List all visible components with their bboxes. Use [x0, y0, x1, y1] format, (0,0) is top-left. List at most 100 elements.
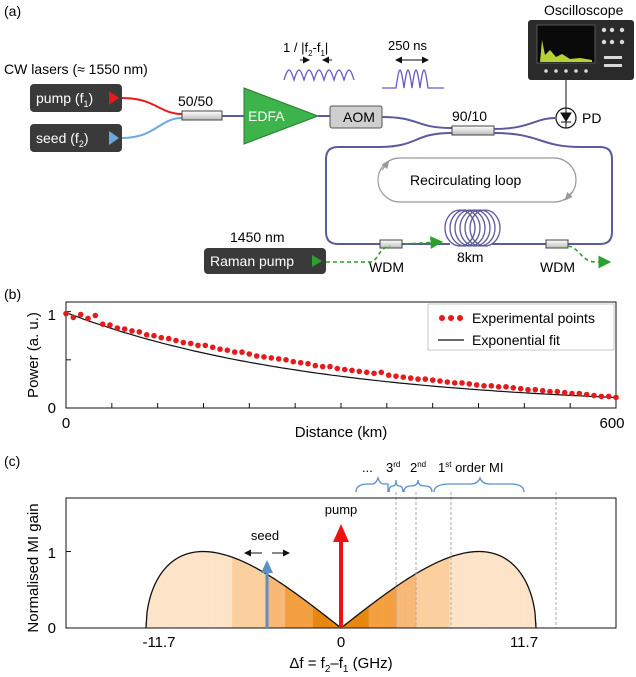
gain-band-slice: [257, 568, 261, 629]
plot-c-xtick-right: 11.7: [510, 634, 538, 651]
coupler-9010: [451, 125, 495, 136]
experimental-point: [319, 363, 326, 370]
gain-band-slice: [432, 562, 436, 629]
experimental-point: [378, 369, 385, 376]
experimental-point: [209, 344, 216, 351]
gain-band-slice: [388, 589, 392, 629]
gain-band-slice: [429, 564, 434, 629]
gain-band-slice: [207, 551, 211, 629]
gain-band-slice: [507, 560, 512, 629]
plot-b-xtick-1: 600: [599, 415, 624, 432]
loop-arrow-bottom: [564, 191, 573, 201]
gain-band-slice: [209, 551, 214, 629]
gain-band-slice: [290, 589, 294, 629]
experimental-point: [407, 375, 414, 381]
experimental-point: [312, 362, 319, 369]
order-dots-label: ...: [362, 460, 373, 475]
gain-band-slice: [421, 568, 425, 629]
experimental-point: [129, 328, 135, 334]
pulse-waveform: [382, 68, 444, 89]
raman-exit-path: [567, 245, 612, 269]
gain-band-slice: [260, 569, 264, 629]
order-3-label: 3rd: [386, 460, 400, 475]
experimental-point: [261, 354, 267, 360]
gain-band-slice: [382, 593, 386, 629]
experimental-point: [180, 339, 187, 346]
gain-band-slice: [455, 554, 459, 629]
bracket-order-1: [433, 475, 525, 493]
plot-b-legend: Experimental points Exponential fit: [427, 303, 615, 351]
gain-band-slice: [471, 551, 475, 629]
legend-box: [427, 303, 615, 351]
experimental-point: [569, 390, 575, 397]
raman-arrow-icon: [312, 255, 322, 267]
bracket-order-2: [403, 479, 433, 493]
pump-fiber: [121, 97, 183, 115]
gain-band-slice: [271, 576, 275, 629]
panel-b-label: (b): [4, 286, 21, 302]
experimental-point: [583, 391, 590, 398]
plot-b-xlabel: Distance (km): [295, 424, 388, 441]
cw-lasers-label: CW lasers (≈ 1550 nm): [4, 61, 148, 77]
experimental-point: [268, 355, 275, 361]
panel-a: (a) CW lasers (≈ 1550 nm) pump (f1) seed…: [4, 2, 634, 275]
gain-band-slice: [296, 593, 300, 629]
gain-band-slice: [371, 601, 375, 629]
gain-band-slice: [304, 599, 308, 629]
experimental-point: [224, 347, 231, 354]
gain-band-slice: [374, 599, 378, 629]
fiber-to-pd: [493, 117, 556, 130]
experimental-point: [187, 340, 194, 347]
gain-band-slice: [427, 565, 431, 629]
plot-c-xtick-left: -11.7: [142, 634, 175, 651]
gain-band-slice: [399, 581, 403, 629]
beat-signal-waveform: [283, 69, 355, 83]
pump-label: pump: [325, 502, 358, 517]
gain-band-slice: [168, 562, 172, 629]
coupler-9010-label: 90/10: [452, 108, 487, 124]
gain-band-slice: [496, 554, 500, 629]
oscilloscope-label: Oscilloscope: [544, 2, 624, 18]
experimental-point: [121, 326, 128, 332]
gain-band-slice: [215, 552, 219, 629]
gain-band-slice: [218, 552, 222, 629]
oscilloscope-knobs: [544, 27, 625, 73]
experimental-point: [77, 311, 84, 318]
gain-band-slice: [223, 554, 227, 629]
gain-band-slice: [438, 560, 442, 629]
gain-band-slice: [482, 551, 487, 629]
order-2-label: 2nd: [410, 460, 426, 475]
loop-outline: [377, 157, 577, 203]
plot-b-xtick-0: 0: [62, 415, 70, 432]
gain-band-slice: [390, 587, 395, 629]
experimental-point: [334, 365, 341, 372]
experimental-point: [400, 374, 407, 381]
plot-b-ylabel: Power (a. u.): [25, 312, 42, 398]
legend-dot-2: [448, 315, 454, 321]
gain-band-slice: [159, 570, 163, 629]
mi-gain-bands: [145, 551, 537, 629]
experimental-point: [107, 322, 113, 328]
experimental-point: [525, 386, 531, 393]
experimental-point: [305, 360, 311, 367]
experimental-point: [173, 337, 179, 344]
gain-band-slice: [276, 580, 280, 629]
experimental-points: [63, 310, 619, 401]
order-boundary-lines: [395, 492, 557, 628]
experimental-point: [429, 377, 436, 383]
gain-band-slice: [190, 552, 194, 629]
plot-c-ytick-1: 1: [48, 545, 56, 562]
gain-band-slice: [154, 579, 158, 629]
plot-c-ylabel: Normalised MI gain: [25, 503, 42, 632]
experimental-point: [605, 393, 612, 400]
pump-laser-box: [30, 84, 122, 112]
experimental-point: [598, 393, 605, 400]
experimental-point: [371, 370, 377, 377]
gain-band-slice: [365, 605, 370, 629]
panel-c-label: (c): [4, 453, 20, 469]
wdm-left: [379, 239, 403, 249]
gain-band-slice: [243, 561, 247, 629]
gain-band-slice: [435, 561, 439, 629]
gain-band-slice: [204, 551, 208, 629]
loop-arrow-top: [381, 160, 390, 171]
